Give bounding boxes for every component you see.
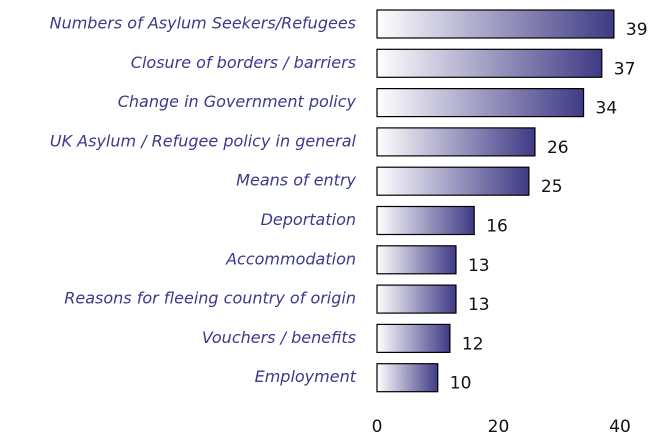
bar [376, 9, 615, 39]
bar [376, 205, 475, 236]
category-label: Vouchers / benefits [202, 328, 356, 347]
category-label: Change in Government policy [118, 92, 357, 111]
value-label: 16 [486, 217, 508, 237]
value-label: 37 [614, 59, 636, 79]
bar [376, 323, 451, 353]
bar [376, 166, 530, 196]
category-label: Closure of borders / barriers [131, 53, 356, 72]
category-label: Numbers of Asylum Seekers/Refugees [50, 14, 356, 33]
bar [376, 245, 457, 275]
x-tick-label: 40 [609, 417, 631, 437]
category-label: UK Asylum / Refugee policy in general [50, 131, 357, 150]
value-label: 25 [541, 177, 563, 197]
category-label: Deportation [261, 210, 356, 229]
value-label: 39 [626, 20, 648, 40]
bar [376, 284, 457, 314]
category-label: Accommodation [225, 249, 356, 268]
category-label: Reasons for fleeing country of origin [64, 289, 356, 308]
bar [376, 363, 439, 393]
x-tick-label: 0 [372, 417, 383, 437]
value-label: 10 [450, 374, 472, 394]
x-tick-label: 20 [488, 417, 510, 437]
value-label: 34 [596, 99, 618, 119]
value-label: 12 [462, 334, 484, 354]
bar [376, 48, 603, 78]
value-label: 26 [547, 138, 569, 158]
bar [376, 87, 585, 118]
bar [376, 127, 536, 157]
value-label: 13 [468, 295, 490, 315]
value-label: 13 [468, 256, 490, 276]
category-label: Means of entry [236, 171, 356, 190]
category-label: Employment [255, 367, 357, 386]
